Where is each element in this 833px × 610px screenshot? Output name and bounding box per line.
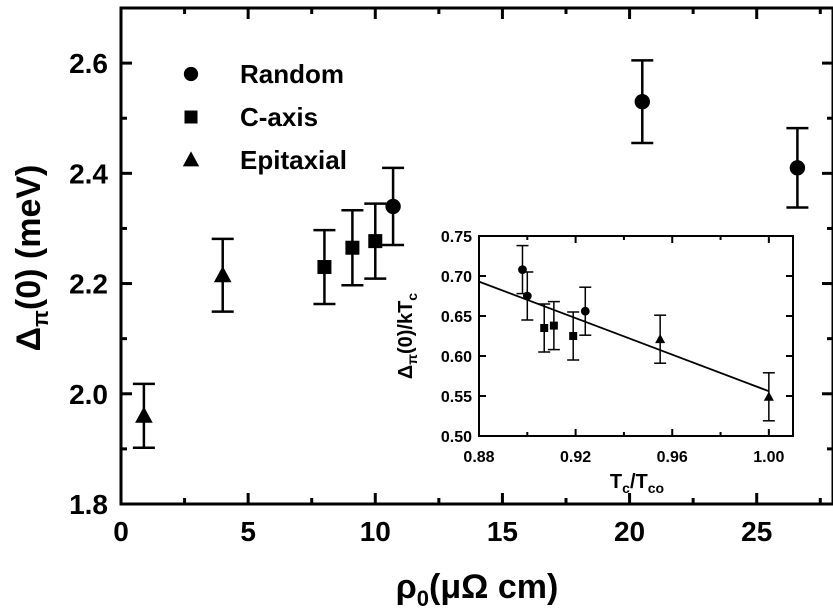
series-random <box>382 59 809 247</box>
legend-label-epitaxial: Epitaxial <box>240 145 347 175</box>
legend-marker-random <box>183 66 199 82</box>
inset-x-tick-label: 1.00 <box>753 449 784 466</box>
inset-x-tick-label: 0.88 <box>463 449 494 466</box>
inset-data-point <box>549 321 558 330</box>
inset-x-axis-title: Tc/Tco <box>610 471 664 496</box>
inset-series-c-axis <box>538 300 580 361</box>
legend: Random C-axis Epitaxial <box>182 59 347 175</box>
inset-y-tick-label: 0.65 <box>441 309 472 326</box>
inset-series-random <box>516 244 592 336</box>
y-tick-label: 2.4 <box>69 158 108 189</box>
data-point <box>385 198 401 215</box>
plot-frame <box>119 6 833 506</box>
inset-plot: 0.88 0.92 0.96 1.00 0.50 0.55 0.60 0.65 0.70 0.75… <box>395 229 794 496</box>
legend-marker-c-axis <box>184 110 198 124</box>
data-point <box>345 240 360 255</box>
inset-y-tick-label: 0.70 <box>441 269 472 286</box>
inset-data-point <box>655 333 666 344</box>
x-tick-label: 10 <box>360 516 391 547</box>
main-plot: 0 5 10 15 20 25 1.8 2.0 2.2 2.4 2.6 ρ0(μΩ cm) Δπ(0) … <box>10 6 833 610</box>
legend-label-random: Random <box>240 59 344 89</box>
data-point <box>789 160 806 176</box>
data-point <box>317 260 332 275</box>
inset-y-axis-title: Δπ(0)/kTc <box>395 293 420 379</box>
y-tick-label: 2.2 <box>69 269 108 300</box>
x-axis-title: ρ0(μΩ cm) <box>396 568 559 610</box>
inset-y-tick-label: 0.50 <box>441 429 472 446</box>
legend-marker-epitaxial <box>182 151 200 167</box>
data-point <box>368 234 383 249</box>
legend-label-c-axis: C-axis <box>240 102 318 132</box>
inset-x-tick-label: 0.96 <box>657 449 688 466</box>
inset-y-tick-label: 0.75 <box>441 229 472 246</box>
data-point <box>634 93 650 110</box>
inset-data-point <box>540 324 549 332</box>
series-epitaxial <box>132 237 234 450</box>
x-tick-label: 20 <box>614 516 645 547</box>
inset-x-tick-label: 0.92 <box>560 449 591 466</box>
x-tick-label: 5 <box>240 516 256 547</box>
inset-data-point <box>522 291 532 301</box>
x-tick-label: 15 <box>487 516 518 547</box>
series-c-axis <box>313 202 387 306</box>
data-point <box>213 266 232 283</box>
y-tick-label: 2.6 <box>69 48 108 79</box>
inset-data-point <box>569 332 578 340</box>
data-point <box>135 406 153 423</box>
inset-series-epitaxial <box>654 314 775 422</box>
inset-data-point <box>763 391 774 401</box>
y-tick-label: 2.0 <box>69 379 108 410</box>
inset-frame <box>478 235 794 437</box>
x-tick-label: 0 <box>113 516 129 547</box>
inset-y-tick-label: 0.55 <box>441 389 472 406</box>
x-tick-label: 25 <box>741 516 772 547</box>
y-tick-label: 1.8 <box>69 489 108 520</box>
inset-y-tick-label: 0.60 <box>441 349 472 366</box>
inset-data-point <box>580 306 590 316</box>
y-axis-title: Δπ(0) (meV) <box>10 165 53 352</box>
